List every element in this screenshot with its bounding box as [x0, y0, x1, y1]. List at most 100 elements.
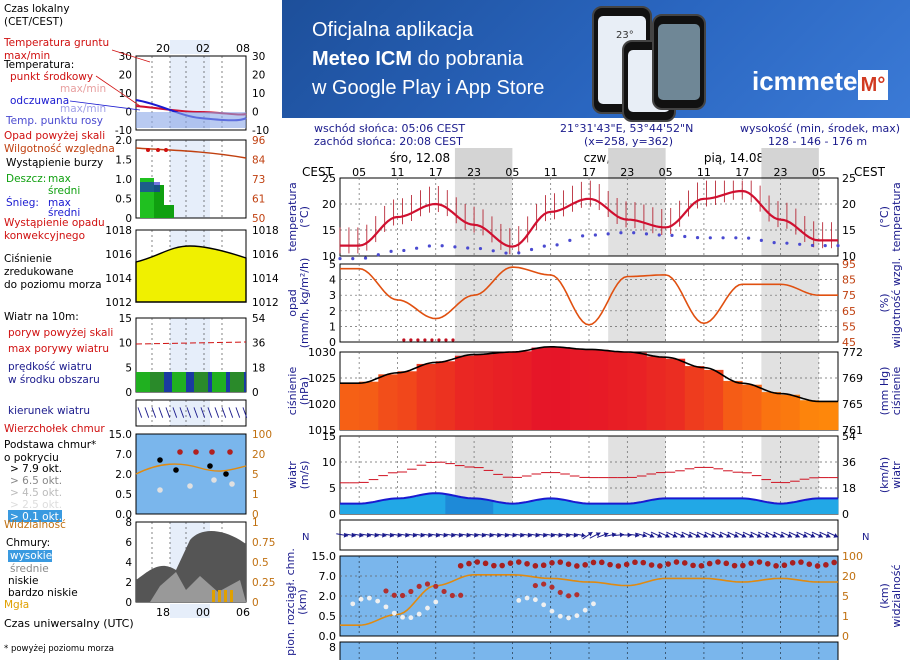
cloud-base-dot — [789, 560, 796, 566]
wind-arrow — [582, 531, 593, 540]
legend-pressure-area — [135, 245, 247, 303]
wind-speed-bar — [368, 501, 379, 514]
legend-y-tick-right: 1 — [252, 489, 259, 501]
wind-speed-bar — [636, 501, 647, 514]
legend-wind-title: Wiatr na 10m: — [4, 311, 79, 323]
hour-label: 05 — [812, 166, 826, 179]
wind-speed-bar — [665, 498, 676, 514]
dew-point-dot — [619, 231, 623, 235]
grid-point: (x=258, y=362) — [584, 135, 674, 148]
pressure-axis-label-right-line: ciśnienie — [890, 367, 903, 416]
wind-arrow-head — [749, 533, 754, 538]
cloud-base-dot — [499, 562, 505, 569]
wind-arrow — [681, 531, 693, 538]
wind-speed-bar — [598, 503, 609, 514]
pressure-column — [589, 349, 609, 430]
hour-label: 11 — [544, 166, 558, 179]
y-tick-right: 20 — [842, 198, 856, 211]
wind-arrow-head — [795, 533, 800, 538]
legend-cloud-base: Podstawa chmur* — [4, 439, 96, 451]
dew-point-dot — [695, 236, 700, 240]
y-tick-right: 765 — [842, 398, 863, 411]
cloud-base-dot — [665, 561, 671, 567]
cloud-base-dot — [798, 559, 804, 565]
y-tick-right: 75 — [842, 289, 856, 302]
cloud-base-dot-low — [391, 610, 397, 616]
legend-rain-mean: średni — [48, 185, 80, 197]
wind-arrow-head — [649, 533, 655, 538]
promo-banner[interactable]: Oficjalna aplikacja Meteo ICM do pobrani… — [282, 0, 910, 122]
wind-arrow — [811, 531, 823, 538]
wind-speed-bar — [818, 498, 829, 514]
cloud-axis-label-left: pion. rozciągł. chm. (km) — [284, 548, 309, 656]
dew-point-dot — [708, 236, 712, 240]
legend-y-tick-left: 2 — [125, 577, 132, 589]
legend-wind-bar — [136, 372, 150, 392]
legend-footnote: * powyżej poziomu morza — [4, 644, 114, 654]
cloud-base-dot — [823, 562, 829, 568]
cloud-base-dot-low — [358, 596, 364, 602]
wind-axis-label-right: (km/h) wiatr — [878, 457, 903, 493]
wind-speed-bar — [445, 494, 456, 514]
legend-utc: Czas uniwersalny (UTC) — [4, 617, 134, 630]
precip-dot — [409, 338, 413, 342]
cloud-base-dot — [466, 560, 472, 567]
legend-cloud-dot — [177, 449, 183, 455]
legend-snow-bar — [140, 182, 160, 192]
precip-axis-label-left-line: (mm/h, kg/m²/h) — [298, 258, 311, 349]
y-tick-left: 10 — [322, 456, 336, 469]
cloud-base-dot — [814, 563, 821, 569]
pressure-column — [512, 351, 532, 430]
wind-speed-bar — [732, 498, 743, 514]
legend-cloud-very-low: bardzo niskie — [8, 587, 78, 599]
cloud-base-dot-low — [375, 598, 381, 604]
legend-wind-arrow-shaft — [172, 407, 178, 418]
legend-gust-max: max porywy wiatru — [8, 343, 109, 355]
legend-y-tick-left: 1014 — [105, 273, 132, 285]
cloud-base-dot — [607, 561, 613, 568]
legend-y-tick-left: 0 — [125, 107, 132, 119]
visibility-axis-label-right: (km) widzialność — [878, 564, 903, 627]
legend-wind-arrow-shaft — [207, 407, 213, 418]
wind-arrow-head — [825, 533, 831, 538]
wind-speed-bar — [454, 496, 465, 514]
legend-y-tick-right: 84 — [252, 155, 266, 167]
hour-label: 23 — [620, 166, 634, 179]
wind-arrow — [796, 531, 808, 538]
wind-speed-bar — [502, 503, 513, 514]
legend-y-tick-left: 0 — [125, 213, 132, 225]
pressure-column — [703, 369, 724, 430]
wind-speed-bar — [790, 501, 801, 514]
cest-right: CEST — [854, 165, 886, 179]
legend-dew-area — [136, 112, 246, 128]
legend-wind-arrow-shaft — [151, 407, 157, 418]
cloud-base-dot-low — [408, 615, 414, 621]
cloud-base-dot — [764, 560, 771, 567]
cloud-base-dot-low — [416, 611, 422, 617]
legend-okt-2: > 4.5 okt. — [10, 487, 62, 499]
legend-rain-bar — [154, 185, 164, 218]
cloud-base-dot — [831, 559, 837, 566]
legend-cloud-dot — [211, 477, 217, 483]
cloud-base-dot-low — [383, 604, 389, 610]
night-band-header — [454, 148, 513, 178]
legend-pointer — [69, 100, 141, 111]
dew-point-dot — [517, 251, 521, 255]
night-band — [608, 264, 666, 342]
wind-speed-bar — [703, 498, 714, 514]
y-tick-right: 15 — [842, 224, 856, 237]
y-tick-left: 0.0 — [319, 630, 337, 643]
wind-speed-bar — [742, 498, 753, 514]
cloud-base-dot-low — [524, 595, 530, 601]
wind-arrow-head — [695, 533, 701, 538]
cloud-base-dot-low — [350, 601, 356, 607]
precip-dot — [451, 338, 455, 342]
legend-cloud-cover-mid — [150, 572, 246, 602]
humidity-axis-label-right: (%) wilgotność wzgl. — [878, 258, 903, 348]
legend-wind-arrow — [200, 407, 206, 418]
legend-ground-temp: Temperatura gruntu — [3, 37, 109, 49]
legend-wind-arrow — [137, 407, 143, 418]
legend-gust-above: poryw powyżej skali — [8, 327, 113, 339]
pressure-column — [818, 401, 839, 430]
